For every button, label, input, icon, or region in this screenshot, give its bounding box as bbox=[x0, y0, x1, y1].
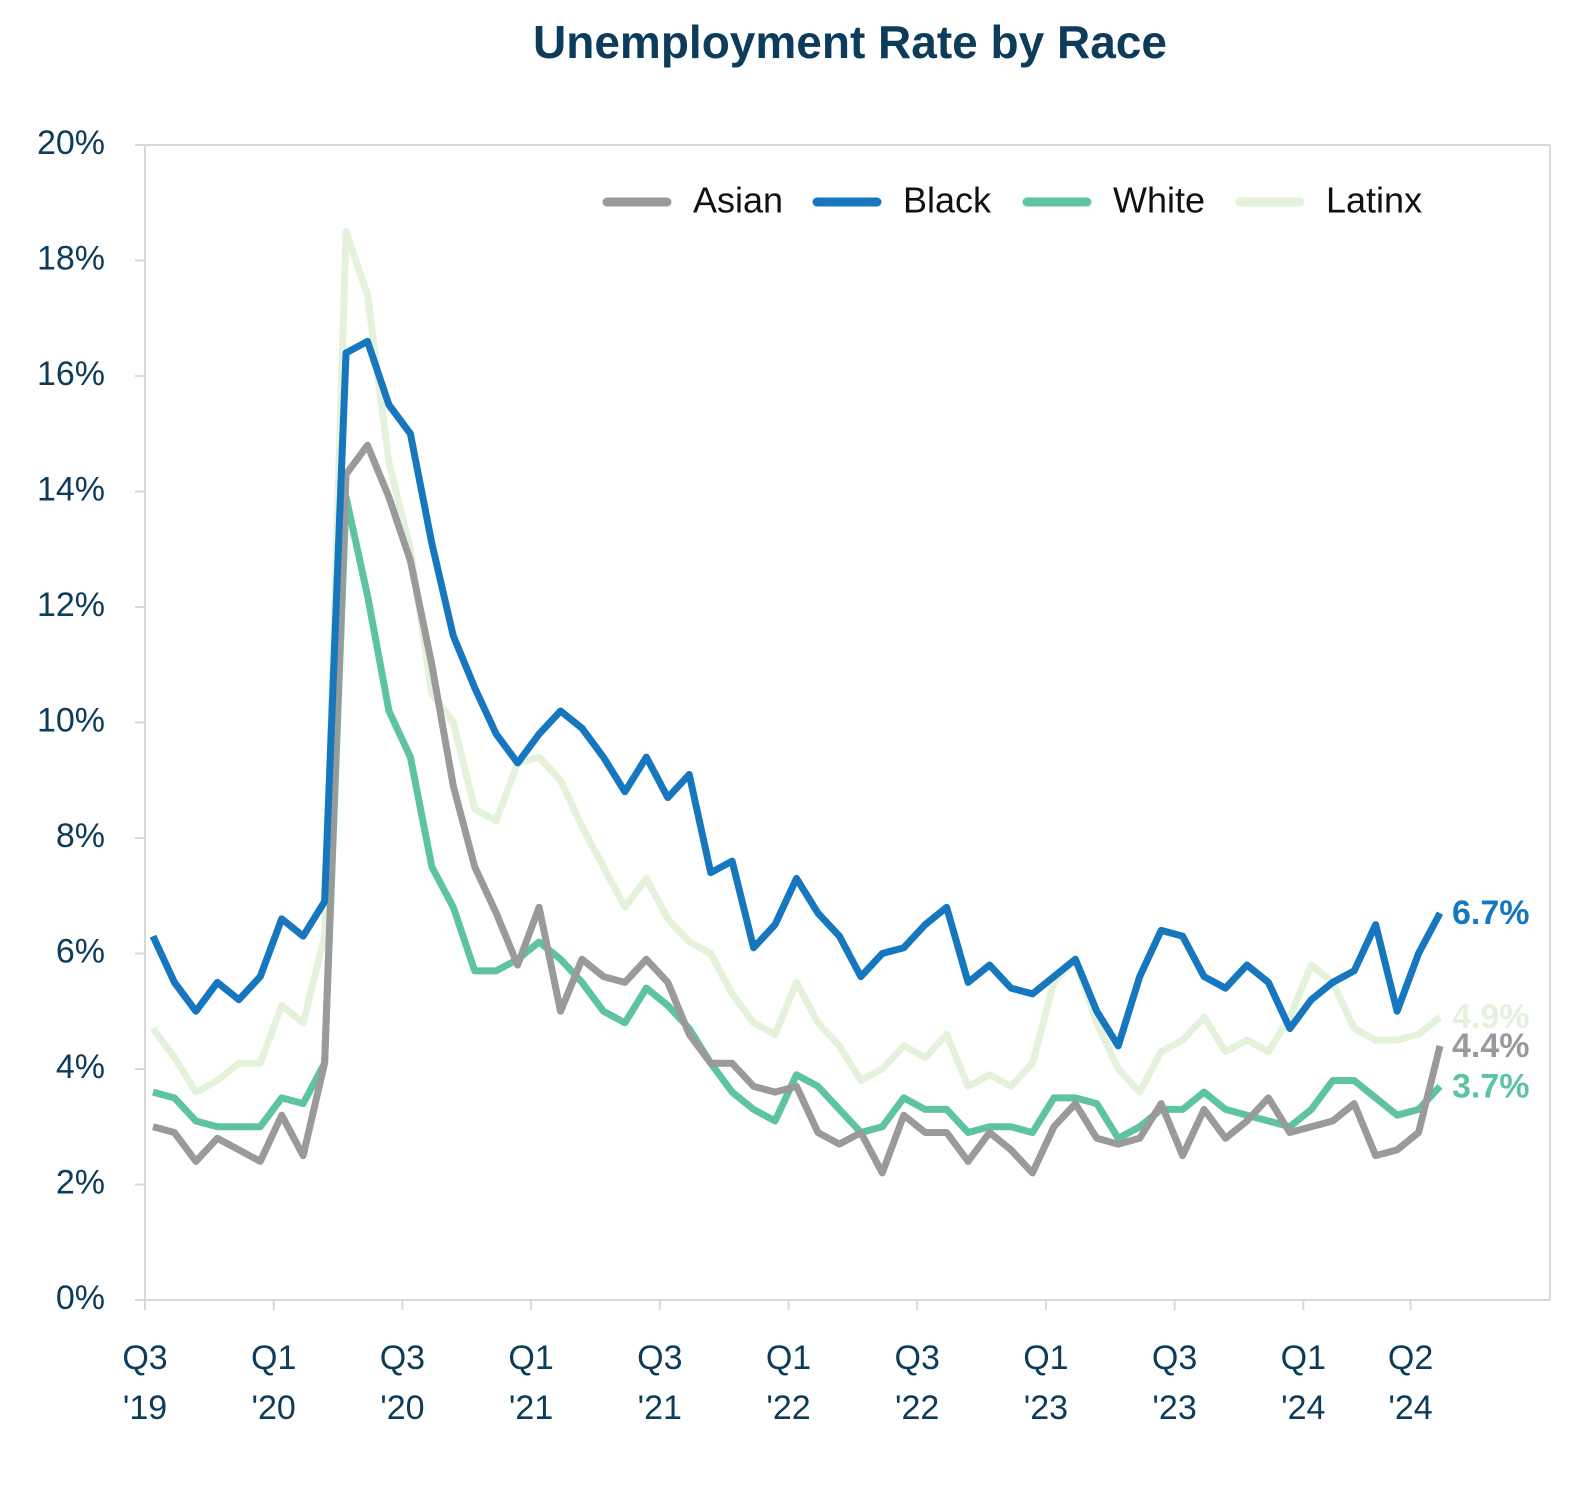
x-tick-label: Q2 '24 bbox=[1387, 1339, 1434, 1427]
series-line bbox=[149, 337, 1444, 1050]
y-tick-label: 16% bbox=[37, 355, 105, 393]
y-tick-label: 12% bbox=[37, 586, 105, 624]
end-label: 6.7% bbox=[1452, 894, 1530, 932]
x-tick-label: Q1 '21 bbox=[508, 1339, 554, 1427]
chart-title: Unemployment Rate by Race bbox=[533, 16, 1167, 68]
y-tick-label: 2% bbox=[56, 1163, 105, 1201]
end-label: 4.9% bbox=[1452, 998, 1530, 1036]
series-line bbox=[152, 493, 1443, 1142]
x-tick-label: Q1 '24 bbox=[1280, 1339, 1326, 1427]
x-tick-label: Q3 '20 bbox=[379, 1339, 426, 1427]
legend-label: Black bbox=[903, 180, 992, 221]
y-tick-label: 14% bbox=[37, 470, 105, 508]
end-label: 4.4% bbox=[1452, 1027, 1530, 1065]
y-tick-label: 8% bbox=[56, 817, 105, 855]
x-tick-label: Q3 '21 bbox=[637, 1339, 683, 1427]
y-tick-label: 20% bbox=[37, 124, 105, 162]
y-tick-label: 0% bbox=[56, 1279, 105, 1317]
series-line bbox=[152, 441, 1444, 1177]
y-tick-label: 10% bbox=[37, 701, 105, 739]
legend-label: Latinx bbox=[1326, 180, 1422, 221]
legend-label: Asian bbox=[693, 180, 783, 221]
x-tick-label: Q3 '23 bbox=[1151, 1339, 1198, 1427]
y-tick-label: 6% bbox=[56, 932, 105, 970]
series-line bbox=[150, 228, 1443, 1096]
y-tick-label: 4% bbox=[56, 1048, 105, 1086]
x-tick-label: Q1 '23 bbox=[1023, 1339, 1069, 1427]
x-tick-label: Q3 '19 bbox=[122, 1339, 168, 1427]
y-tick-label: 18% bbox=[37, 239, 105, 277]
x-tick-label: Q1 '20 bbox=[251, 1339, 297, 1427]
legend-label: White bbox=[1113, 180, 1205, 221]
end-label: 3.7% bbox=[1452, 1067, 1530, 1105]
x-tick-label: Q1 '22 bbox=[765, 1339, 812, 1427]
x-tick-label: Q3 '22 bbox=[894, 1339, 940, 1427]
